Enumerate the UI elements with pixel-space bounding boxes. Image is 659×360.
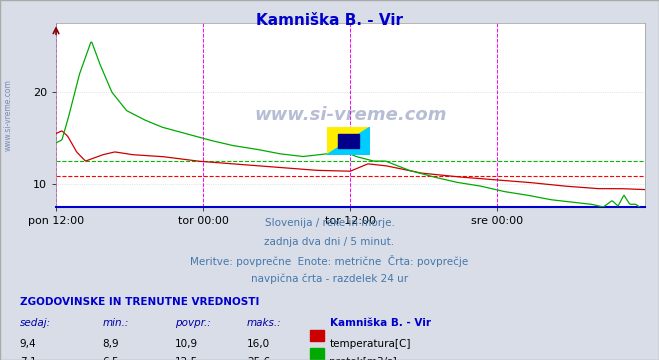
Text: temperatura[C]: temperatura[C] <box>330 339 411 349</box>
Text: 10,9: 10,9 <box>175 339 198 349</box>
Text: 16,0: 16,0 <box>247 339 270 349</box>
Polygon shape <box>327 127 370 155</box>
Text: 7,1: 7,1 <box>20 357 36 360</box>
Text: pretok[m3/s]: pretok[m3/s] <box>330 357 397 360</box>
Text: www.si-vreme.com: www.si-vreme.com <box>3 79 13 151</box>
Text: Slovenija / reke in morje.: Slovenija / reke in morje. <box>264 218 395 228</box>
Text: navpična črta - razdelek 24 ur: navpična črta - razdelek 24 ur <box>251 274 408 284</box>
Text: 25,6: 25,6 <box>247 357 270 360</box>
Text: ZGODOVINSKE IN TRENUTNE VREDNOSTI: ZGODOVINSKE IN TRENUTNE VREDNOSTI <box>20 297 259 307</box>
Text: www.si-vreme.com: www.si-vreme.com <box>254 106 447 124</box>
Text: zadnja dva dni / 5 minut.: zadnja dva dni / 5 minut. <box>264 237 395 247</box>
Polygon shape <box>338 134 359 148</box>
Text: sedaj:: sedaj: <box>20 318 51 328</box>
Text: 8,9: 8,9 <box>102 339 119 349</box>
Text: maks.:: maks.: <box>247 318 282 328</box>
Text: Kamniška B. - Vir: Kamniška B. - Vir <box>256 13 403 28</box>
Text: Kamniška B. - Vir: Kamniška B. - Vir <box>330 318 430 328</box>
Polygon shape <box>327 127 370 155</box>
Text: 6,5: 6,5 <box>102 357 119 360</box>
Text: min.:: min.: <box>102 318 129 328</box>
Text: 9,4: 9,4 <box>20 339 36 349</box>
Text: povpr.:: povpr.: <box>175 318 210 328</box>
Text: 12,5: 12,5 <box>175 357 198 360</box>
Text: Meritve: povprečne  Enote: metrične  Črta: povprečje: Meritve: povprečne Enote: metrične Črta:… <box>190 255 469 267</box>
